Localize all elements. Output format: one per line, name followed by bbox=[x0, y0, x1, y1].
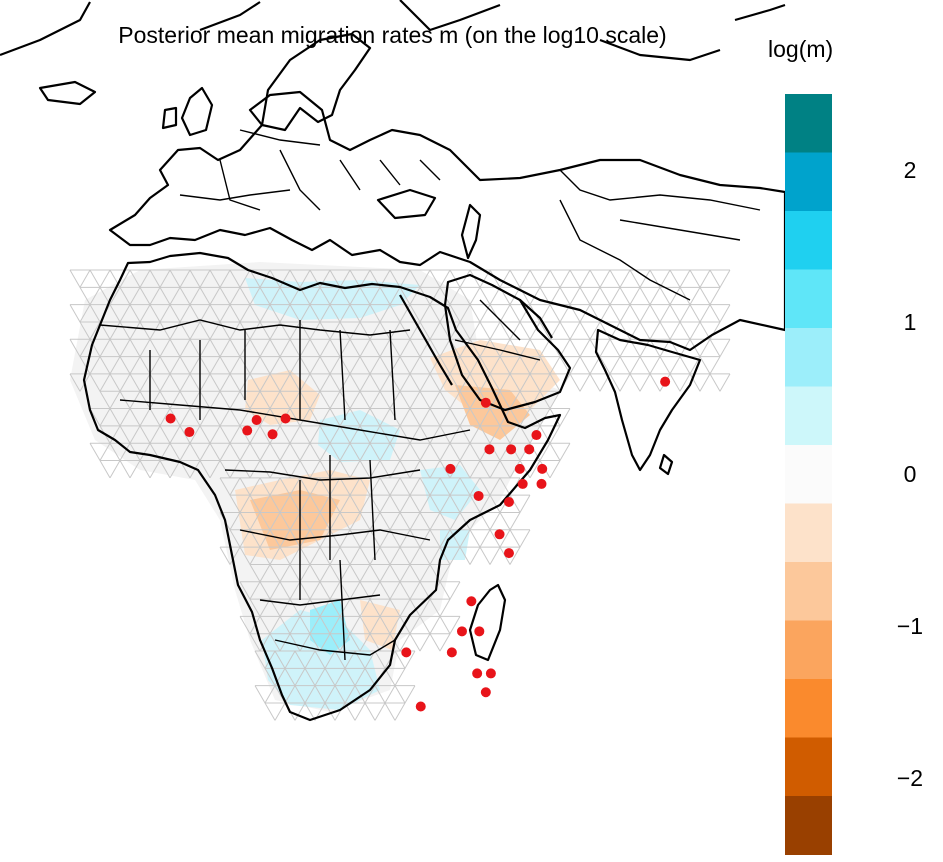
triangular-grid bbox=[69, 269, 731, 721]
arctic-coastline bbox=[0, 0, 786, 62]
sample-locations bbox=[165, 376, 671, 712]
legend-swatch bbox=[785, 386, 832, 446]
sample-location-dot bbox=[242, 425, 253, 436]
arabia-coastline bbox=[443, 273, 572, 412]
legend-tick-label: 0 bbox=[903, 461, 917, 488]
map-title: Posterior mean migration rates m (on the… bbox=[118, 22, 667, 48]
sample-location-dot bbox=[480, 687, 491, 698]
ireland-coastline bbox=[161, 106, 178, 130]
legend-swatch bbox=[785, 679, 832, 738]
black-sea-coastline bbox=[376, 188, 437, 220]
sample-location-dot bbox=[536, 478, 547, 489]
country-borders bbox=[99, 129, 761, 661]
legend-swatch bbox=[785, 796, 832, 855]
sample-location-dot bbox=[251, 415, 262, 426]
legend-color-bar bbox=[785, 94, 832, 855]
sample-location-dot bbox=[456, 626, 467, 637]
legend-swatch bbox=[785, 737, 832, 797]
sample-location-dot bbox=[503, 548, 514, 559]
legend-swatch bbox=[785, 152, 832, 212]
sample-location-dot bbox=[280, 413, 291, 424]
sample-location-dot bbox=[484, 444, 495, 455]
sample-location-dot bbox=[165, 413, 176, 424]
eurasia-coastline bbox=[108, 90, 787, 352]
legend-swatch bbox=[785, 211, 832, 270]
sample-location-dot bbox=[446, 647, 457, 658]
sample-location-dot bbox=[184, 427, 195, 438]
legend-tick-label: 2 bbox=[903, 157, 917, 184]
legend-swatch bbox=[785, 503, 832, 563]
legend-tick-label: 1 bbox=[903, 309, 917, 336]
sample-location-dot bbox=[660, 376, 671, 387]
red-sea-coastline bbox=[399, 294, 453, 386]
britain-coastline bbox=[180, 86, 214, 137]
iceland-coastline bbox=[38, 80, 97, 106]
legend-tick-label: −1 bbox=[896, 613, 924, 640]
legend-swatch bbox=[785, 620, 832, 680]
legend-swatch bbox=[785, 94, 832, 153]
sample-location-dot bbox=[503, 496, 514, 507]
sample-location-dot bbox=[537, 463, 548, 474]
sample-location-dot bbox=[472, 668, 483, 679]
scandinavia-coastline bbox=[260, 32, 372, 132]
legend-swatch bbox=[785, 328, 832, 387]
caspian-coastline bbox=[460, 203, 482, 260]
sample-location-dot bbox=[473, 490, 484, 501]
sample-location-dot bbox=[514, 463, 525, 474]
sample-location-dot bbox=[466, 596, 477, 607]
sample-location-dot bbox=[485, 668, 496, 679]
legend-swatch bbox=[785, 445, 832, 504]
sample-location-dot bbox=[445, 463, 456, 474]
sample-location-dot bbox=[401, 647, 412, 658]
sample-location-dot bbox=[267, 429, 278, 440]
sample-location-dot bbox=[524, 444, 535, 455]
legend-tick-label: −2 bbox=[896, 765, 924, 792]
sample-location-dot bbox=[517, 478, 528, 489]
legend-title: log(m) bbox=[768, 36, 834, 62]
sample-location-dot bbox=[415, 701, 426, 712]
persian-gulf-coastline bbox=[519, 299, 553, 339]
sample-location-dot bbox=[494, 529, 505, 540]
madagascar-coastline bbox=[468, 583, 507, 662]
legend-swatch bbox=[785, 562, 832, 621]
sample-location-dot bbox=[474, 626, 485, 637]
africa-coastline bbox=[82, 251, 562, 722]
sample-location-dot bbox=[506, 444, 517, 455]
india-coastline bbox=[594, 328, 702, 472]
sample-location-dot bbox=[531, 430, 542, 441]
sample-location-dot bbox=[480, 397, 491, 408]
legend-swatch bbox=[785, 269, 832, 329]
srilanka-coastline bbox=[658, 453, 674, 476]
coastlines bbox=[0, 0, 787, 722]
